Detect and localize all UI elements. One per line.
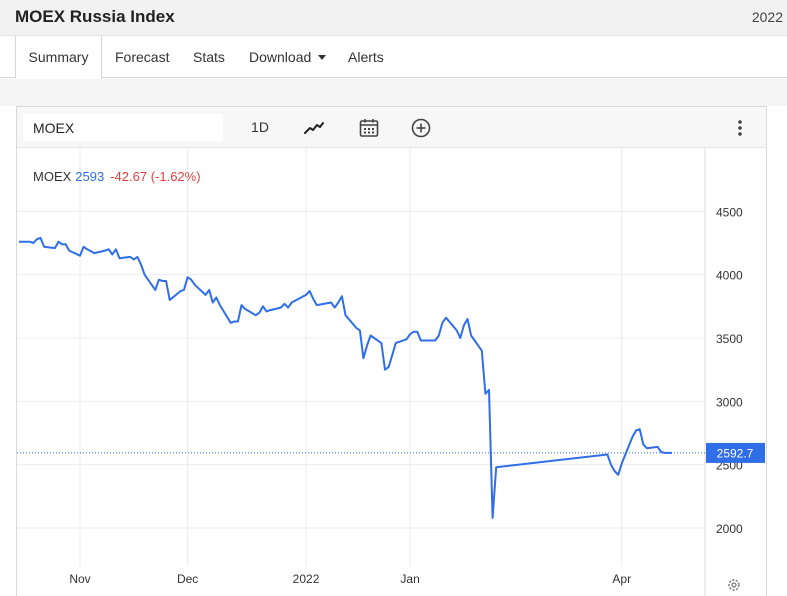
y-tick-label: 4500 <box>716 205 743 219</box>
caret-down-icon <box>318 55 327 60</box>
tab-download-label: Download <box>249 49 312 65</box>
legend-change: -42.67 (-1.62%) <box>110 169 201 184</box>
tab-forecast[interactable]: Forecast <box>115 36 169 78</box>
last-price-tag <box>706 442 765 463</box>
symbol-input[interactable] <box>23 114 223 141</box>
settings-gear-icon[interactable] <box>728 579 740 591</box>
tab-bar: Summary Forecast Stats Download Alerts <box>0 36 787 79</box>
tab-alerts-label: Alerts <box>348 49 384 65</box>
price-series-line <box>19 236 672 519</box>
tab-stats-label: Stats <box>193 49 225 65</box>
more-vertical-icon[interactable] <box>728 116 752 140</box>
legend-symbol: MOEX <box>33 169 72 184</box>
x-tick-label: 2022 <box>293 572 320 586</box>
y-tick-label: 3500 <box>716 332 743 346</box>
last-price-label: 2592.7 <box>717 446 754 460</box>
chart-toolbar: 1D <box>17 107 766 148</box>
title-bar: MOEX Russia Index 2022 <box>0 0 787 36</box>
x-tick-label: Nov <box>69 572 90 586</box>
tab-summary-label: Summary <box>28 49 89 65</box>
y-tick-label: 3000 <box>716 395 743 409</box>
line-chart-icon[interactable] <box>302 116 326 140</box>
tab-summary[interactable]: Summary <box>15 36 102 79</box>
tab-download[interactable]: Download <box>249 36 327 78</box>
tab-stats[interactable]: Stats <box>193 36 225 78</box>
plus-circle-icon[interactable] <box>409 116 433 140</box>
chart-panel: 1D 200025003000350040004500NovDec2022Jan… <box>16 106 767 596</box>
legend-price: 2593 <box>75 169 105 184</box>
content-background <box>0 79 787 106</box>
chart-legend: MOEX 2593 -42.67 (-1.62%) <box>33 169 201 184</box>
tab-alerts[interactable]: Alerts <box>348 36 384 78</box>
y-tick-label: 4000 <box>716 269 743 283</box>
y-tick-label: 2000 <box>716 522 743 536</box>
page-title: MOEX Russia Index <box>15 7 175 26</box>
tab-forecast-label: Forecast <box>115 49 170 65</box>
x-tick-label: Jan <box>400 572 419 586</box>
interval-button[interactable]: 1D <box>251 119 269 135</box>
x-tick-label: Apr <box>612 572 631 586</box>
year-label: 2022 <box>751 9 783 25</box>
calendar-icon[interactable] <box>357 116 381 140</box>
x-tick-label: Dec <box>177 572 198 586</box>
